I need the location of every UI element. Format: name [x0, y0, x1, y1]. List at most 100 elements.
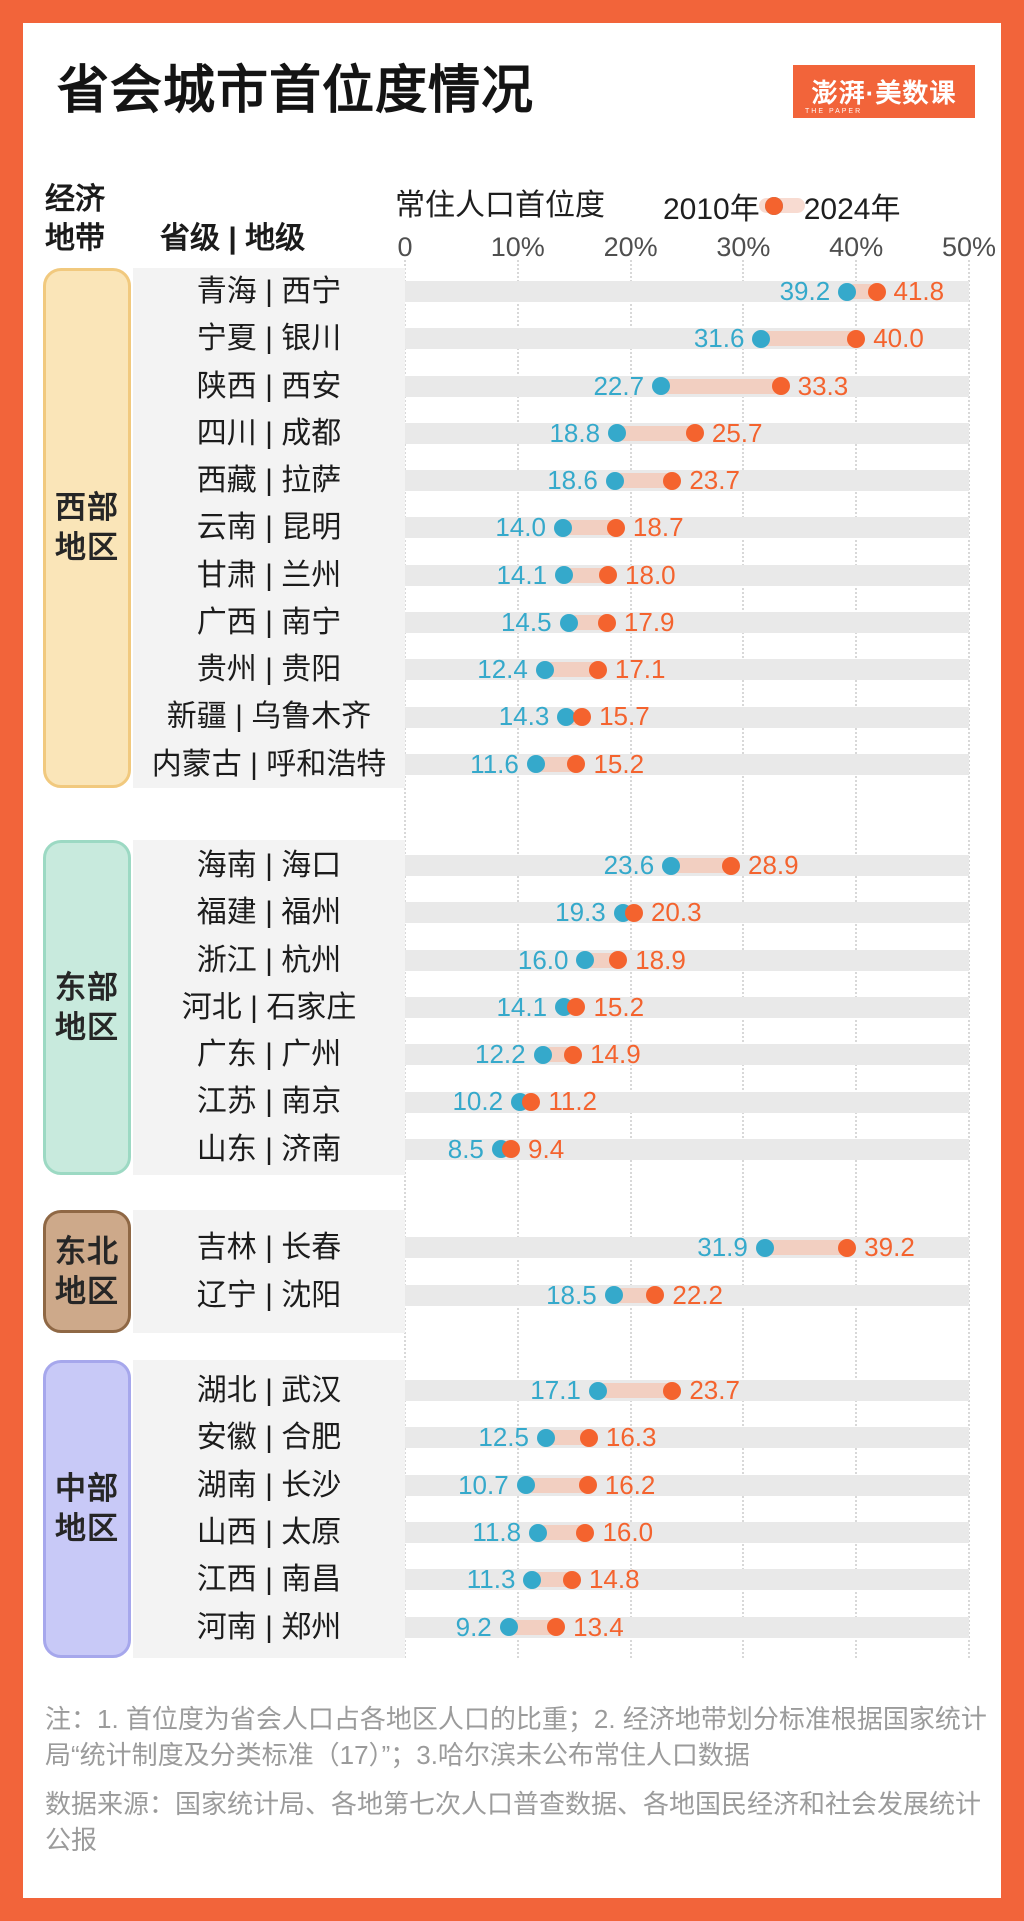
dot-2024-南宁: [597, 613, 616, 632]
dumbbell-connector: [538, 1525, 586, 1541]
dumbbell-connector: [764, 1240, 848, 1256]
row-label-广西-南宁: 广西 | 南宁: [196, 605, 342, 639]
value-2010-长沙: 10.7: [458, 1469, 509, 1500]
region-tag-中部地区: 中部 地区: [43, 1360, 131, 1658]
plot-row-拉萨: 18.6 23.7: [405, 457, 969, 504]
value-2010-西宁: 39.2: [779, 276, 831, 306]
row-label-湖南-长沙: 湖南 | 长沙: [196, 1468, 342, 1502]
value-2024-兰州: 18.0: [625, 559, 676, 590]
dot-2010-南宁: [559, 613, 578, 632]
dot-2010-西宁: [838, 282, 857, 301]
dot-2010-沈阳: [604, 1286, 623, 1305]
plot-row-石家庄: 14.1 15.2: [405, 984, 969, 1031]
row-label-陕西-西安: 陕西 | 西安: [196, 369, 342, 403]
dot-2024-兰州: [599, 566, 618, 585]
region-group-东北地区: 东北 地区 吉林 | 长春 31.9 39.2 辽宁 | 沈阳 18.5 22.2: [43, 1210, 969, 1333]
plot-row-广州: 12.2 14.9: [405, 1031, 969, 1078]
dot-2010-太原: [529, 1523, 548, 1542]
plot-row-南宁: 14.5 17.9: [405, 599, 969, 646]
dot-2024-石家庄: [567, 998, 586, 1017]
dot-2010-兰州: [555, 566, 574, 585]
region-tag-text: 东部: [55, 969, 119, 1005]
dot-2010-贵阳: [535, 660, 554, 679]
value-2024-杭州: 18.9: [635, 944, 686, 975]
row-label-河南-郑州: 河南 | 郑州: [196, 1610, 342, 1644]
value-2024-合肥: 16.3: [605, 1422, 657, 1453]
dot-2024-济南: [502, 1140, 521, 1159]
dumbbell-connector: [614, 473, 673, 489]
dumbbell-connector: [671, 858, 731, 874]
x-axis-tick-0: 0: [397, 232, 413, 262]
value-2010-乌鲁木齐: 14.3: [498, 701, 550, 732]
row-background-band: [405, 1091, 969, 1113]
dot-2024-乌鲁木齐: [573, 708, 592, 727]
dot-2010-昆明: [553, 518, 572, 537]
plot-row-海口: 23.6 28.9: [405, 842, 969, 889]
row-background-band: [405, 1284, 969, 1306]
publisher-logo-subtext: THE PAPER: [805, 108, 863, 115]
row-label-江苏-南京: 江苏 | 南京: [196, 1085, 342, 1119]
row-background-band: [405, 281, 969, 303]
dot-2024-南京: [522, 1093, 541, 1112]
value-2010-长春: 31.9: [697, 1232, 748, 1262]
dot-2010-郑州: [499, 1618, 518, 1637]
dot-2010-西安: [652, 377, 671, 396]
value-2024-呼和浩特: 15.2: [593, 748, 645, 779]
dot-2024-南昌: [562, 1570, 581, 1589]
value-2010-济南: 8.5: [447, 1133, 484, 1164]
label-panel: [133, 840, 405, 1175]
publisher-logo-text: 澎湃·美数课: [811, 78, 957, 108]
dumbbell-connector: [544, 662, 598, 678]
label-panel: [133, 268, 405, 788]
plot-row-西安: 22.7 33.3: [405, 363, 969, 410]
row-label-海南-海口: 海南 | 海口: [196, 849, 342, 882]
value-2010-银川: 31.6: [693, 323, 745, 354]
footer-notes: 注：1. 首位度为省会人口占各地区人口的比重；2. 经济地带划分标准根据国家统计…: [45, 1701, 987, 1871]
plot-row-昆明: 14.0 18.7: [405, 504, 969, 551]
dumbbell-connector: [613, 1287, 656, 1303]
label-panel: [133, 1210, 405, 1333]
column-header-province-city: 省级 | 地级: [160, 222, 306, 255]
region-tag-text: 地区: [55, 530, 119, 565]
value-2010-广州: 12.2: [475, 1039, 526, 1070]
dot-2010-海口: [662, 856, 681, 875]
row-label-云南-昆明: 云南 | 昆明: [196, 511, 342, 545]
row-background-band: [405, 996, 969, 1018]
dumbbell-connector: [568, 615, 607, 631]
value-2024-银川: 40.0: [873, 323, 924, 354]
value-2010-昆明: 14.0: [495, 512, 546, 543]
plot-row-西宁: 39.2 41.8: [405, 268, 969, 315]
value-2024-南京: 11.2: [548, 1086, 598, 1117]
plot-row-济南: 8.5 9.4: [405, 1126, 969, 1173]
value-2024-西安: 33.3: [797, 370, 849, 401]
row-background-band: [405, 564, 969, 586]
plot-row-呼和浩特: 11.6 15.2: [405, 741, 969, 788]
row-label-甘肃-兰州: 甘肃 | 兰州: [196, 558, 342, 592]
value-2010-海口: 23.6: [603, 850, 655, 880]
dot-2024-太原: [576, 1523, 595, 1542]
plot-row-银川: 31.6 40.0: [405, 315, 969, 362]
dot-2010-杭州: [576, 951, 595, 970]
row-background-band: [405, 1380, 969, 1402]
region-group-西部地区: 西部 地区 青海 | 西宁 39.2 41.8 宁夏 | 银川 31.6 40.0 陕西 | 西…: [43, 268, 969, 788]
region-group-中部地区: 中部 地区 湖北 | 武汉 17.1 23.7 安徽 | 合肥 12.5 16.3 湖南 | 长…: [43, 1360, 969, 1658]
region-tag-text: 西部: [55, 490, 119, 525]
dot-2024-杭州: [609, 951, 628, 970]
plot-row-长沙: 10.7 16.2: [405, 1462, 969, 1509]
dumbbell-connector: [597, 1383, 673, 1399]
plot-row-太原: 11.8 16.0: [405, 1509, 969, 1556]
value-2010-成都: 18.8: [549, 417, 601, 448]
value-2010-拉萨: 18.6: [547, 465, 598, 496]
column-header-economic-zone-line2: 地带: [45, 222, 105, 255]
row-label-山西-太原: 山西 | 太原: [196, 1516, 342, 1549]
dumbbell-connector: [661, 378, 781, 394]
dot-2024-银川: [847, 329, 866, 348]
data-source: 数据来源：国家统计局、各地第七次人口普查数据、各地国民经济和社会发展统计公报: [45, 1789, 982, 1855]
value-2024-武汉: 23.7: [689, 1375, 740, 1405]
dot-2010-乌鲁木齐: [557, 708, 576, 727]
region-tag-text: 地区: [55, 1009, 119, 1045]
value-2024-福州: 20.3: [650, 897, 702, 928]
value-2010-沈阳: 18.5: [546, 1279, 597, 1310]
dot-2024-福州: [624, 903, 643, 922]
dot-2024-呼和浩特: [567, 755, 586, 774]
